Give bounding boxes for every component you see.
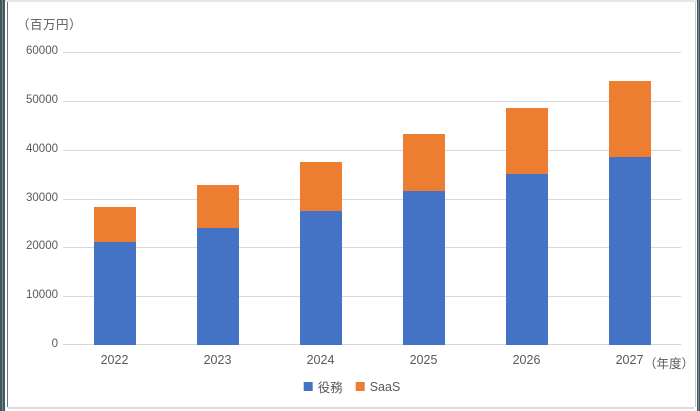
window-edge-right	[697, 0, 700, 411]
x-tick-label-2025: 2025	[409, 353, 438, 367]
bar-2026-役務	[505, 174, 548, 345]
bar-2026-SaaS	[505, 107, 548, 175]
y-tick-label-40000: 40000	[26, 142, 58, 155]
bar-2024-役務	[299, 210, 342, 345]
bar-2022-役務	[93, 242, 136, 345]
plot-area	[63, 52, 681, 345]
bar-2027-役務	[608, 157, 651, 345]
y-tick-label-30000: 30000	[26, 191, 58, 204]
y-tick-label-0: 0	[51, 338, 58, 350]
y-tick-label-50000: 50000	[26, 93, 58, 106]
y-axis-unit-label: （百万円）	[17, 18, 83, 32]
gridline-10000	[63, 296, 681, 298]
gridline-50000	[63, 100, 681, 102]
bar-2022-SaaS	[93, 206, 136, 243]
window-edge-left-line	[7, 2, 8, 407]
gridline-30000	[63, 198, 681, 200]
gridline-40000	[63, 149, 681, 151]
y-tick-label-20000: 20000	[26, 240, 58, 253]
window-edge-bottom	[8, 407, 694, 409]
y-tick-label-10000: 10000	[26, 289, 58, 302]
window-edge-right-line	[695, 2, 696, 407]
x-tick-label-2022: 2022	[100, 353, 129, 367]
window-edge-left	[0, 0, 5, 411]
legend-swatch-icon	[355, 382, 365, 391]
bar-2027-SaaS	[608, 81, 651, 157]
bar-2025-SaaS	[402, 133, 445, 191]
bar-2025-役務	[402, 190, 445, 345]
window-edge-top	[0, 0, 700, 2]
bar-2024-SaaS	[299, 161, 342, 211]
gridline-20000	[63, 247, 681, 249]
bar-2023-SaaS	[196, 185, 239, 229]
legend-item-SaaS: SaaS	[355, 379, 401, 394]
y-tick-label-60000: 60000	[26, 45, 58, 57]
bar-2023-役務	[196, 228, 239, 345]
x-axis-unit-label: （年度）	[644, 357, 695, 371]
legend-item-役務: 役務	[303, 377, 343, 396]
legend-swatch-icon	[303, 382, 313, 391]
legend: 役務 SaaS	[303, 377, 401, 396]
x-tick-label-2023: 2023	[203, 353, 232, 367]
x-axis-line	[63, 344, 681, 345]
x-tick-label-2027: 2027	[615, 353, 644, 367]
legend-label: SaaS	[369, 379, 401, 394]
x-tick-label-2026: 2026	[512, 353, 541, 367]
legend-label: 役務	[317, 381, 343, 395]
x-tick-label-2024: 2024	[306, 353, 335, 367]
gridline-60000	[63, 52, 681, 53]
